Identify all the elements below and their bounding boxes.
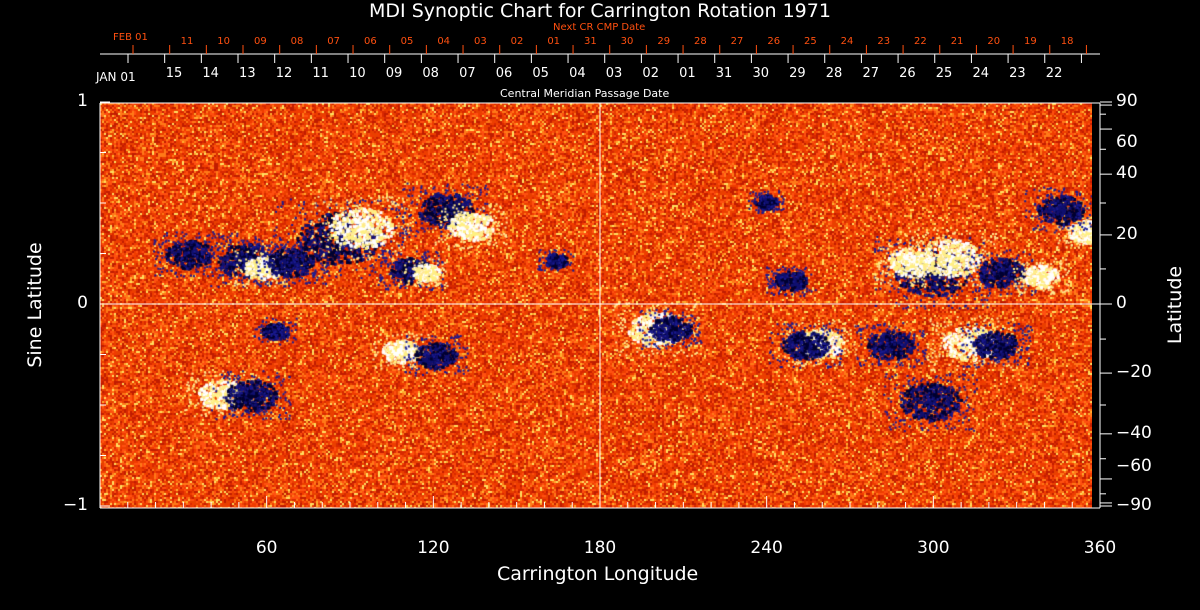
next-cr-date-label: 29: [657, 36, 671, 47]
next-cr-date-label: 23: [877, 36, 891, 47]
next-cr-date-label: 04: [437, 36, 451, 47]
y-right-tick-label: 20: [1116, 223, 1138, 244]
y-right-tick-label: −90: [1116, 495, 1152, 515]
y-right-tick-label: −40: [1116, 422, 1152, 443]
x-tick-label: 360: [1083, 538, 1117, 558]
x-tick-label: 60: [255, 538, 278, 558]
cmp-date-label: 13: [239, 66, 256, 81]
cmp-date-label: 25: [935, 66, 953, 81]
chart-title: MDI Synoptic Chart for Carrington Rotati…: [369, 0, 831, 22]
cmp-date-label: 24: [972, 66, 990, 81]
next-cr-date-label: 22: [914, 36, 927, 47]
y-axis-right-label: Latitude: [1164, 265, 1186, 345]
x-tick-label: 180: [583, 538, 617, 558]
next-cr-date-label: 11: [180, 36, 194, 47]
next-cr-date-label: 28: [694, 36, 707, 47]
cmp-date-label: 04: [569, 66, 586, 81]
cmp-date-label: 12: [275, 66, 293, 81]
cmp-date-label: 08: [422, 66, 439, 81]
next-cr-date-label: 30: [620, 36, 634, 47]
next-cr-date-label: 24: [840, 36, 854, 47]
x-tick-label: 240: [750, 538, 783, 558]
y-right-tick-label: −20: [1116, 362, 1152, 383]
next-cr-date-label: 25: [804, 36, 817, 47]
y-right-tick-label: −60: [1116, 455, 1152, 476]
x-tick-label: 120: [417, 538, 450, 558]
cmp-date-label: 10: [349, 66, 366, 81]
next-cr-date-label: 06: [363, 36, 377, 47]
cmp-date-label: 07: [459, 66, 476, 81]
synoptic-magnetogram-map: [100, 103, 1092, 508]
cmp-date-label: 29: [789, 66, 806, 81]
y-left-tick-label: 1: [77, 91, 88, 111]
cmp-date-label: 03: [605, 66, 623, 81]
next-cr-date-label: 01: [547, 36, 561, 47]
next-cr-date-label: 20: [987, 36, 1001, 47]
cmp-date-label: 14: [202, 66, 219, 81]
next-cr-date-label: 21: [950, 36, 964, 47]
cmp-date-label: 11: [312, 66, 329, 81]
cmp-date-label: 15: [165, 66, 183, 81]
next-cr-date-label: 08: [290, 36, 304, 47]
cmp-date-label: 26: [899, 66, 916, 81]
y-left-tick-label: 0: [77, 293, 88, 313]
next-cr-date-label: 26: [767, 36, 781, 47]
cmp-date-label: 01: [679, 66, 696, 81]
cmp-date-label: 02: [642, 66, 659, 81]
cmp-date-label: 22: [1045, 66, 1063, 81]
y-right-tick-label: 60: [1116, 132, 1138, 153]
y-left-tick-label: −1: [62, 495, 88, 515]
cmp-date-label: 28: [825, 66, 843, 81]
next-cr-date-label: 18: [1060, 36, 1074, 47]
next-cr-date-label: 31: [583, 36, 597, 47]
next-cr-date-label: 19: [1024, 36, 1037, 47]
next-cr-date-label: 07: [327, 36, 341, 47]
cmp-date-label: 27: [862, 66, 879, 81]
next-cr-start-label: FEB 01: [113, 32, 148, 43]
cmp-date-label: 23: [1009, 66, 1026, 81]
x-tick-label: 300: [917, 538, 950, 558]
next-cr-date-label: 09: [253, 36, 267, 47]
next-cr-date-label: 10: [217, 36, 231, 47]
next-cr-axis-label: Next CR CMP Date: [553, 22, 646, 33]
next-cr-date-label: 02: [510, 36, 524, 47]
next-cr-date-label: 05: [400, 36, 414, 47]
cmp-date-label: 06: [495, 66, 513, 81]
next-cr-date-label: 27: [730, 36, 744, 47]
cmp-date-label: 05: [532, 66, 549, 81]
cmp-start-label: JAN 01: [96, 70, 136, 84]
cmp-date-label: 30: [752, 66, 769, 81]
x-axis-label: Carrington Longitude: [497, 563, 699, 585]
cmp-date-label: 31: [715, 66, 733, 81]
cmp-date-label: 09: [385, 66, 403, 81]
y-right-tick-label: 40: [1116, 163, 1138, 184]
y-right-tick-label: 90: [1116, 91, 1138, 111]
top-axis-label: Central Meridian Passage Date: [500, 87, 670, 100]
y-axis-left-label: Sine Latitude: [24, 242, 46, 368]
y-right-tick-label: 0: [1116, 293, 1127, 313]
next-cr-date-label: 03: [473, 36, 487, 47]
